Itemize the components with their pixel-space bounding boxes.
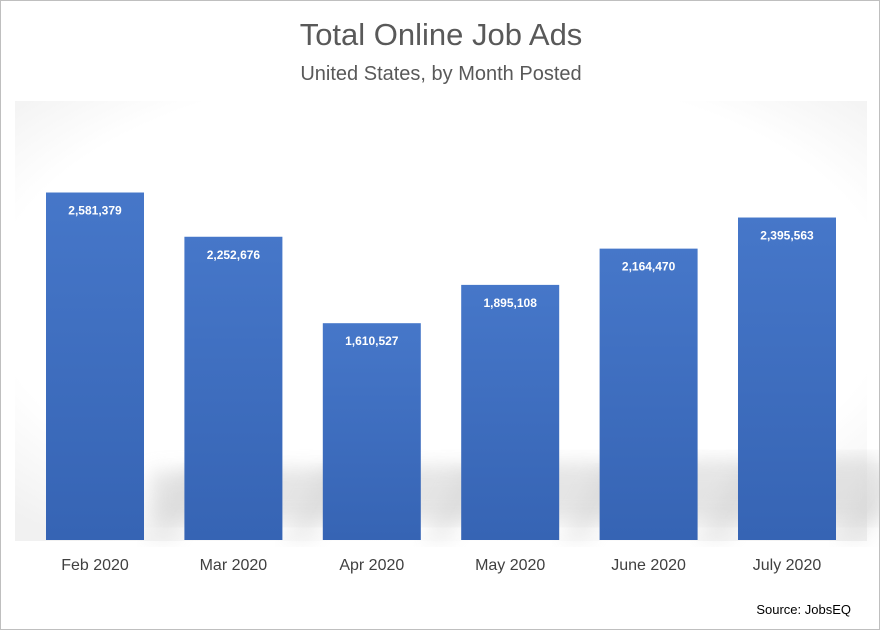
x-tick-label: Feb 2020 [61, 557, 129, 574]
bar-may-2020 [461, 284, 560, 540]
x-tick-label: July 2020 [753, 557, 822, 574]
source-note: Source: JobsEQ [756, 602, 851, 617]
x-tick-label: May 2020 [475, 557, 545, 574]
bar-mar-2020 [184, 236, 283, 540]
data-label: 2,164,470 [622, 260, 676, 274]
data-label: 2,252,676 [207, 248, 261, 262]
bar-june-2020 [599, 248, 698, 541]
bars-group: 2,581,379 2,252,676 1,610,527 1,895,108 2,16… [46, 192, 836, 541]
bar-july-2020 [738, 217, 836, 540]
x-tick-label: Mar 2020 [200, 557, 268, 574]
chart-subtitle: United States, by Month Posted [300, 63, 582, 85]
bar-apr-2020 [322, 323, 421, 540]
data-label: 1,610,527 [345, 334, 399, 348]
bar-shadow [836, 470, 879, 540]
data-label: 2,581,379 [68, 204, 122, 218]
data-label: 1,895,108 [484, 296, 538, 310]
data-label: 2,395,563 [760, 229, 814, 243]
bar-feb-2020 [46, 192, 144, 541]
x-tick-label: June 2020 [611, 557, 686, 574]
x-axis-labels: Feb 2020 Mar 2020 Apr 2020 May 2020 June 202… [61, 557, 821, 574]
x-tick-label: Apr 2020 [339, 557, 404, 574]
chart-title: Total Online Job Ads [299, 17, 583, 52]
